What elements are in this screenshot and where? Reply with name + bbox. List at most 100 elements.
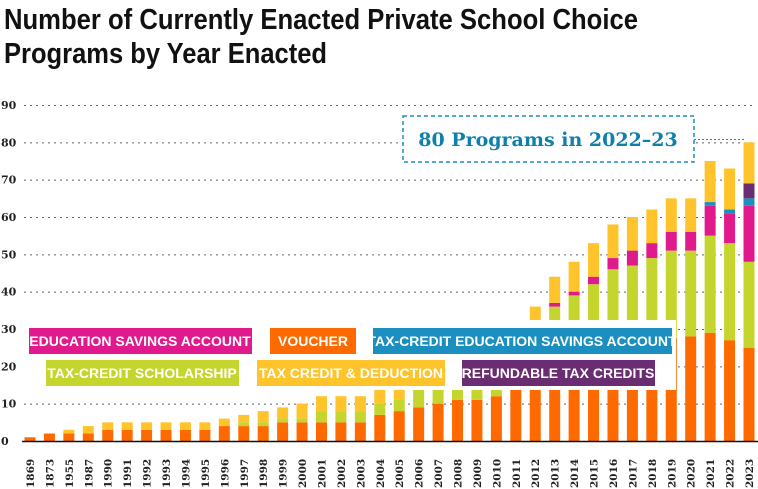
y-tick-label: 20 (1, 360, 17, 373)
legend-esa: EDUCATION SAVINGS ACCOUNT (29, 328, 252, 354)
bar-education-savings-account-2018 (646, 243, 658, 259)
bar-tax-credit-deduction-2021 (704, 161, 716, 203)
bar-voucher-2016 (607, 362, 619, 441)
bar-tax-credit-scholarship-2021 (704, 235, 716, 333)
x-tick-label: 1993 (161, 459, 173, 488)
legend-label-esa: EDUCATION SAVINGS ACCOUNT (29, 333, 251, 349)
bar-tax-credit-scholarship-2000 (296, 418, 308, 423)
bar-voucher-2007 (432, 403, 444, 441)
bar-tax-credit-education-savings-account-2022 (724, 209, 736, 214)
bar-education-savings-account-2017 (626, 250, 638, 266)
bar-tax-credit-scholarship-2007 (432, 385, 444, 404)
bar-voucher-2015 (588, 366, 600, 441)
x-tick-label: 2017 (627, 459, 639, 488)
bar-voucher-2001 (315, 422, 327, 441)
bar-education-savings-account-2021 (704, 205, 716, 236)
bar-tax-credit-scholarship-2006 (413, 388, 425, 408)
x-tick-label: 1955 (64, 459, 76, 488)
x-tick-label: 1869 (25, 459, 37, 488)
bar-education-savings-account-2019 (665, 231, 677, 251)
bar-voucher-2018 (646, 351, 658, 441)
bar-tax-credit-deduction-1987 (82, 426, 94, 434)
legend-voucher: VOUCHER (270, 328, 356, 354)
bar-tax-credit-deduction-2000 (296, 403, 308, 419)
bar-voucher-2002 (335, 422, 347, 441)
y-tick-label: 60 (1, 211, 17, 224)
callout-box (402, 115, 695, 163)
bar-tax-credit-deduction-2016 (607, 224, 619, 259)
bar-voucher-2014 (568, 370, 580, 441)
x-tick-label: 2003 (355, 459, 367, 488)
x-tick-label: 1990 (103, 459, 115, 488)
chart-title-line-2: Programs by Year Enacted (4, 38, 327, 70)
bar-education-savings-account-2015 (588, 276, 600, 285)
bar-voucher-2012 (529, 381, 541, 441)
legend-tcd: TAX CREDIT & DEDUCTION (257, 360, 445, 386)
y-tick-label: 0 (1, 435, 9, 448)
bar-voucher-2000 (296, 422, 308, 441)
legend-rtc: REFUNDABLE TAX CREDITS (462, 360, 655, 386)
bar-voucher-1869 (24, 437, 36, 441)
x-tick-label: 2011 (511, 459, 523, 488)
x-tick-label: 2010 (491, 459, 503, 488)
bar-tax-credit-deduction-2019 (665, 198, 677, 232)
x-tick-label: 2022 (725, 459, 737, 488)
bar-tax-credit-scholarship-2004 (374, 403, 386, 415)
bar-voucher-1990 (102, 429, 114, 441)
x-axis-labels: 1869 1873 1955 1987 1990 1991 1992 1993 1994 1995… (25, 459, 756, 488)
bar-tax-credit-deduction-1996 (218, 418, 230, 427)
bar-tax-credit-scholarship-2010 (490, 385, 502, 397)
bar-tax-credit-scholarship-2018 (646, 258, 658, 352)
bar-tax-credit-scholarship-2017 (626, 265, 638, 359)
x-tick-label: 1992 (142, 459, 154, 488)
x-tick-label: 2005 (394, 459, 406, 488)
x-tick-label: 2021 (705, 459, 717, 488)
legend-tcesa: TAX-CREDIT EDUCATION SAVINGS ACCOUNT (367, 328, 677, 354)
bar-tax-credit-deduction-1997 (238, 414, 250, 423)
bar-tax-credit-deduction-2001 (315, 396, 327, 412)
legend-label-tcd: TAX CREDIT & DEDUCTION (259, 365, 443, 381)
x-tick-label: 2004 (375, 459, 387, 488)
bar-refundable-tax-credits-2023 (743, 183, 755, 199)
y-tick-label: 90 (1, 99, 17, 112)
x-tick-label: 2019 (666, 459, 678, 488)
x-tick-label: 2012 (530, 459, 542, 488)
y-tick-label: 70 (1, 174, 17, 187)
bar-tax-credit-deduction-1990 (102, 422, 114, 430)
bar-voucher-2006 (413, 407, 425, 441)
bar-tax-credit-deduction-2004 (374, 388, 386, 404)
bar-education-savings-account-2022 (724, 213, 736, 244)
bar-tax-credit-scholarship-1997 (238, 422, 250, 427)
x-tick-label: 1873 (44, 459, 56, 488)
bar-tax-credit-scholarship-2008 (452, 385, 464, 400)
x-tick-label: 2008 (453, 459, 465, 488)
bar-tax-credit-education-savings-account-2021 (704, 202, 716, 206)
bar-voucher-2009 (471, 399, 483, 441)
bar-voucher-2021 (704, 332, 716, 441)
bar-voucher-2004 (374, 414, 386, 441)
y-tick-label: 30 (1, 323, 17, 336)
bar-voucher-2008 (452, 399, 464, 441)
bar-voucher-2010 (490, 396, 502, 441)
bar-tax-credit-deduction-2017 (626, 217, 638, 251)
x-tick-label: 2015 (589, 459, 601, 488)
bar-voucher-1996 (218, 426, 230, 441)
bar-tax-credit-deduction-2014 (568, 261, 580, 292)
x-tick-label: 1997 (239, 459, 251, 488)
bar-voucher-1999 (277, 422, 289, 441)
bar-voucher-2020 (685, 336, 697, 441)
bar-tax-credit-scholarship-2003 (354, 411, 366, 423)
bar-voucher-2017 (626, 358, 638, 441)
bar-tax-credit-deduction-1993 (160, 422, 172, 430)
bar-tax-credit-scholarship-2005 (393, 399, 405, 412)
x-tick-label: 2007 (433, 459, 445, 488)
bar-tax-credit-deduction-2020 (685, 198, 697, 232)
bar-tax-credit-deduction-1991 (121, 422, 133, 430)
bar-voucher-1997 (238, 426, 250, 441)
x-tick-label: 2016 (608, 459, 620, 488)
x-tick-label: 2013 (550, 459, 562, 488)
bar-voucher-1995 (199, 429, 211, 441)
bar-tax-credit-deduction-2023 (743, 142, 755, 184)
y-axis-ticks: 0 10 20 30 40 50 60 70 80 90 (1, 99, 17, 448)
x-tick-label: 2001 (316, 459, 328, 488)
